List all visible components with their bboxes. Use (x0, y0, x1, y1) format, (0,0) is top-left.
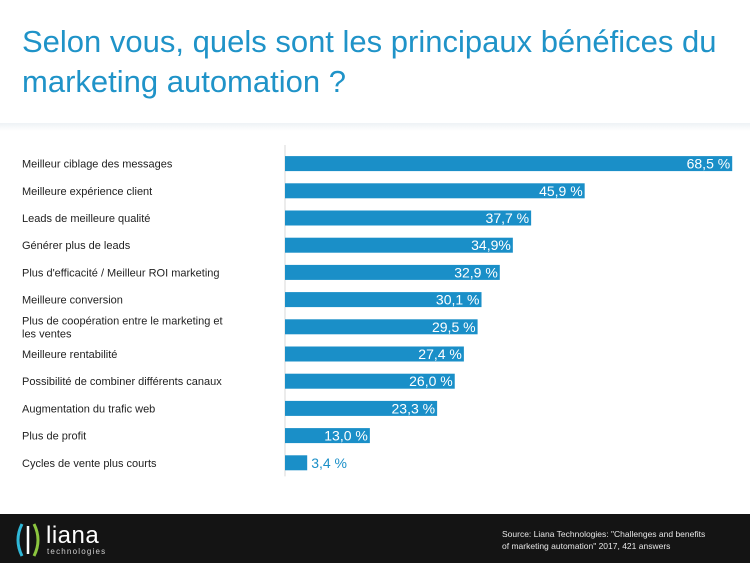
bar (285, 264, 500, 280)
bar (285, 156, 733, 172)
separator (0, 123, 750, 131)
category-label: Augmentation du trafic web (22, 403, 155, 415)
bar (285, 400, 438, 416)
source-note: Source: Liana Technologies: "Challenges … (502, 528, 732, 552)
chart-title: Selon vous, quels sont les principaux bé… (22, 24, 717, 99)
data-label: 45,9 % (539, 183, 583, 199)
liana-logo: liana technologies (12, 520, 142, 560)
source-line-1: Source: Liana Technologies: "Challenges … (502, 529, 706, 539)
data-label: 34,9% (471, 237, 511, 253)
bar (285, 210, 532, 226)
data-label: 27,4 % (418, 346, 462, 362)
data-label: 30,1 % (436, 292, 480, 308)
data-label: 3,4 % (311, 455, 347, 471)
logo-text: liana (46, 522, 100, 549)
logo-subtext: technologies (47, 547, 107, 556)
bar (285, 373, 455, 389)
bar (285, 319, 478, 335)
category-label: Leads de meilleure qualité (22, 213, 150, 225)
bar (285, 455, 308, 471)
bar-chart: 68,5 % Meilleur ciblage des messages 45,9 … (0, 140, 750, 510)
data-label: 13,0 % (324, 428, 368, 444)
category-label: Meilleure conversion (22, 295, 123, 307)
category-label: Plus d'efficacité / Meilleur ROI marketi… (22, 267, 220, 279)
category-label: Cycles de vente plus courts (22, 458, 157, 470)
category-label: Meilleur ciblage des messages (22, 159, 173, 171)
category-label: Générer plus de leads (22, 240, 131, 252)
bar (285, 237, 513, 253)
bar (285, 292, 482, 308)
bar (285, 428, 370, 444)
bar-chart-svg: 68,5 % Meilleur ciblage des messages 45,9 … (22, 145, 733, 477)
category-label: Plus de coopération entre le marketing e… (22, 315, 223, 340)
bar (285, 183, 585, 199)
source-line-2: of marketing automation" 2017, 421 answe… (502, 541, 671, 551)
data-label: 32,9 % (454, 264, 498, 280)
footer: liana technologies Source: Liana Technol… (0, 514, 750, 563)
data-label: 23,3 % (392, 400, 436, 416)
data-label: 26,0 % (409, 373, 453, 389)
bar (285, 346, 464, 362)
category-label: Meilleure rentabilité (22, 349, 117, 361)
liana-logo-icon (16, 523, 40, 557)
data-label: 29,5 % (432, 319, 476, 335)
data-label: 37,7 % (486, 210, 530, 226)
data-label: 68,5 % (687, 156, 731, 172)
category-label: Possibilité de combiner différents canau… (22, 376, 222, 388)
category-label: Plus de profit (22, 431, 86, 443)
category-label: Meilleure expérience client (22, 186, 152, 198)
